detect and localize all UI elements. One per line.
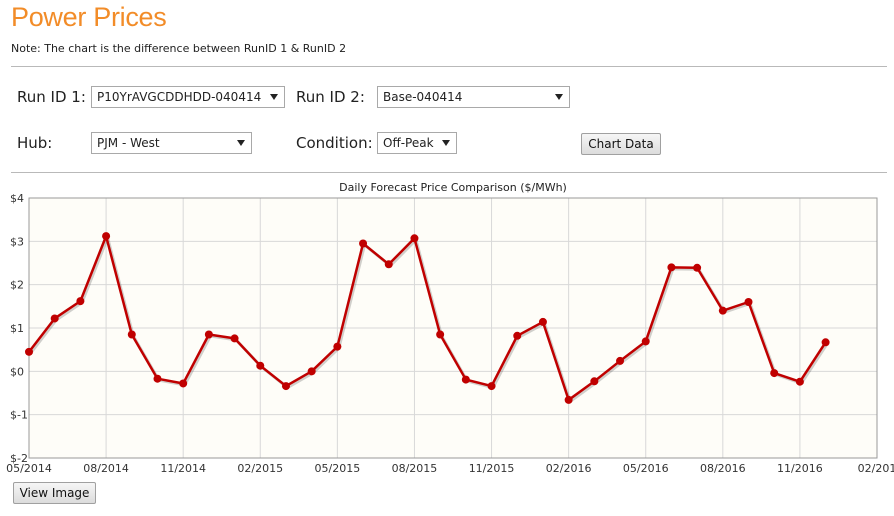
y-tick-label: $0 [10, 365, 24, 378]
y-tick-label: $1 [10, 322, 24, 335]
view-image-button[interactable]: View Image [13, 482, 96, 504]
data-point [590, 377, 599, 386]
condition-value: Off-Peak [383, 136, 434, 150]
y-tick-label: $3 [10, 235, 24, 248]
series-line [28, 234, 827, 402]
data-point [204, 330, 213, 339]
data-point [410, 234, 419, 243]
data-point [667, 263, 676, 272]
data-point [693, 263, 702, 272]
chevron-down-icon [555, 94, 563, 100]
run-id-1-value: P10YrAVGCDDHDD-040414 [97, 90, 262, 104]
y-tick-label: $2 [10, 279, 24, 292]
data-point [487, 382, 496, 391]
run-id-2-label: Run ID 2: [296, 88, 365, 106]
data-point [564, 395, 573, 404]
plot-border [28, 197, 878, 459]
hub-value: PJM - West [97, 136, 160, 150]
x-tick-label: 08/2016 [700, 462, 746, 475]
x-tick-label: 11/2016 [777, 462, 823, 475]
data-point [513, 331, 522, 340]
data-point [616, 356, 625, 365]
x-tick-label: 02/201 [858, 462, 894, 475]
price-comparison-chart: Daily Forecast Price Comparison ($/MWh) 0… [6, 181, 894, 475]
chart-data-button[interactable]: Chart Data [581, 133, 661, 155]
hub-select[interactable]: PJM - West [91, 132, 252, 154]
data-point [821, 338, 830, 347]
y-tick-label: $-2 [10, 452, 28, 465]
data-point [25, 347, 33, 356]
y-tick-label: $4 [10, 192, 24, 205]
x-tick-label: 11/2014 [160, 462, 206, 475]
data-point [718, 306, 727, 315]
data-point [230, 334, 239, 343]
data-point [770, 369, 779, 378]
data-point [281, 382, 290, 391]
x-tick-label: 02/2015 [237, 462, 283, 475]
data-point [76, 297, 85, 306]
x-tick-label: 11/2015 [469, 462, 515, 475]
chart-note: Note: The chart is the difference betwee… [11, 42, 347, 55]
x-tick-label: 02/2016 [546, 462, 592, 475]
run-id-2-select[interactable]: Base-040414 [377, 86, 570, 108]
data-point [179, 379, 188, 388]
data-point [436, 330, 445, 339]
divider-bottom [11, 172, 887, 173]
x-tick-label: 08/2014 [83, 462, 129, 475]
data-point [384, 260, 393, 269]
x-tick-label: 05/2016 [623, 462, 669, 475]
data-point [50, 314, 59, 323]
chevron-down-icon [270, 94, 278, 100]
chart-title: Daily Forecast Price Comparison ($/MWh) [339, 181, 567, 194]
data-point [359, 239, 368, 248]
y-tick-label: $-1 [10, 409, 28, 422]
x-tick-label: 05/2014 [6, 462, 52, 475]
data-point [795, 377, 804, 386]
condition-select[interactable]: Off-Peak [377, 132, 457, 154]
run-id-2-value: Base-040414 [383, 90, 463, 104]
x-tick-label: 08/2015 [392, 462, 438, 475]
divider-top [11, 66, 887, 67]
data-point [333, 342, 342, 351]
x-tick-label: 05/2015 [315, 462, 361, 475]
page-title: Power Prices [11, 2, 167, 32]
chevron-down-icon [237, 140, 245, 146]
run-id-1-label: Run ID 1: [17, 88, 86, 106]
chevron-down-icon [442, 140, 450, 146]
data-point [127, 330, 136, 339]
condition-label: Condition: [296, 134, 373, 152]
data-point [461, 375, 470, 384]
data-point [102, 232, 111, 241]
data-point [744, 298, 753, 306]
data-point [641, 337, 650, 346]
hub-label: Hub: [17, 134, 53, 152]
data-point [256, 361, 265, 370]
run-id-1-select[interactable]: P10YrAVGCDDHDD-040414 [91, 86, 285, 108]
data-point [538, 317, 547, 326]
data-point [307, 367, 316, 376]
data-point [153, 374, 162, 383]
